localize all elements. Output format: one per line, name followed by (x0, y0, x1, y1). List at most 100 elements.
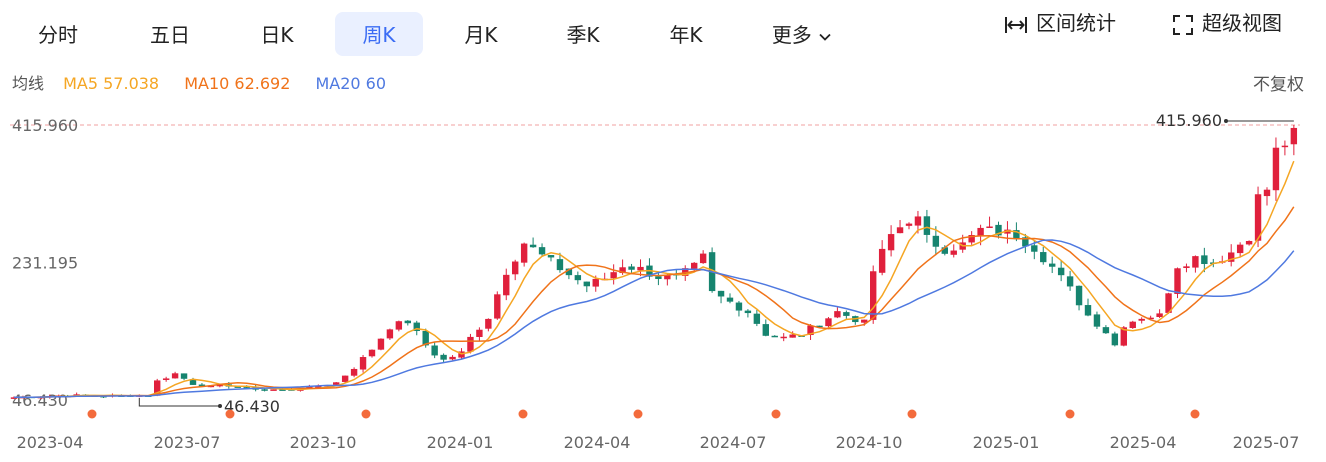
candle-body (1228, 252, 1235, 262)
range-stats-label: 区间统计 (1036, 11, 1116, 35)
candle-body (225, 384, 232, 387)
range-stats-button[interactable]: 区间统计 (1004, 0, 1116, 46)
candle-body (91, 395, 98, 397)
candle-body (950, 250, 957, 255)
candle-body (1049, 263, 1056, 267)
tab-timeshare[interactable]: 分时 (38, 23, 78, 47)
candle-body (1156, 313, 1163, 317)
candle-body (699, 253, 707, 264)
candle-body (959, 242, 966, 250)
candle-body (261, 389, 268, 391)
candle-body (610, 272, 617, 279)
candle-body (726, 297, 734, 302)
candle-body (646, 265, 653, 277)
candle-body (986, 226, 993, 229)
candle-body (1066, 276, 1074, 287)
candle-body (691, 262, 698, 269)
event-marker (518, 409, 528, 419)
legend-ma20: MA20 60 (315, 74, 387, 93)
candle-body (789, 334, 796, 338)
candle-body (1236, 244, 1244, 254)
tab-five-day[interactable]: 五日 (150, 23, 190, 47)
candle-body (82, 394, 89, 397)
x-tick-label: 2025-01 (973, 433, 1040, 452)
candle-body (1192, 256, 1199, 268)
min-pointer-line (138, 398, 220, 407)
candle-body (440, 354, 447, 360)
candle-body (341, 375, 349, 382)
candle-body (19, 396, 27, 399)
candle-body (467, 336, 474, 352)
candle-body (1174, 268, 1181, 294)
candle-body (753, 313, 761, 324)
period-tabs: 分时 五日 日K 周K 月K 季K 年K 更多 (0, 12, 860, 58)
candle-body (520, 243, 528, 263)
candle-body (252, 386, 259, 390)
restore-rights-select[interactable]: 不复权 (1253, 75, 1304, 95)
x-tick-label: 2023-10 (290, 433, 357, 452)
x-tick-label: 2024-01 (427, 433, 494, 452)
candle-body (592, 278, 599, 287)
candle-body (55, 395, 62, 397)
candle-body (565, 268, 573, 276)
candle-body (1129, 321, 1136, 329)
event-marker (1190, 409, 1200, 419)
tab-daily-k[interactable]: 日K (260, 23, 294, 47)
candle-body (807, 325, 814, 336)
candle-body (180, 373, 188, 379)
candle-body (1040, 252, 1047, 263)
candle-body (1120, 327, 1127, 346)
candle-body (628, 266, 635, 270)
super-view-button[interactable]: 超级视图 (1172, 0, 1282, 46)
candle-body (136, 395, 143, 397)
candle-body (1281, 145, 1289, 148)
candle-body (798, 335, 805, 337)
ma-legend: 均线 MA5 57.038 MA10 62.692 MA20 60 (12, 70, 406, 94)
x-tick-label: 2025-07 (1233, 433, 1300, 452)
candle-body (995, 224, 1002, 236)
candle-body (207, 385, 215, 388)
x-tick-label: 2025-04 (1110, 433, 1177, 452)
candle-body (404, 320, 411, 324)
candle-body (324, 385, 331, 387)
event-marker (1065, 409, 1075, 419)
chevron-down-icon (819, 33, 831, 41)
candle-body (1245, 240, 1253, 245)
candle-body (1075, 285, 1083, 306)
tab-monthly-k[interactable]: 月K (464, 23, 498, 47)
candle-body (306, 386, 313, 389)
y-tick-label: 46.430 (12, 391, 68, 410)
candle-body (512, 261, 519, 275)
candle-body (243, 387, 250, 389)
candle-body (476, 329, 483, 337)
candle-body (127, 395, 134, 397)
event-marker (633, 409, 643, 419)
candle-body (744, 310, 752, 314)
candle-body (529, 244, 537, 248)
max-pointer-dot (1224, 119, 1228, 123)
candle-body (28, 396, 36, 399)
candle-body (834, 311, 841, 318)
candle-body (377, 338, 385, 350)
tab-weekly-k[interactable]: 周K (335, 12, 423, 56)
candle-body (905, 223, 913, 226)
y-tick-label: 415.960 (12, 116, 78, 135)
tab-quarterly-k[interactable]: 季K (566, 23, 600, 47)
fullscreen-icon (1173, 14, 1193, 35)
candle-body (1022, 237, 1029, 247)
candle-body (494, 294, 501, 319)
candle-body (315, 386, 322, 388)
candle-body (37, 396, 45, 399)
candle-body (449, 356, 456, 360)
x-tick-label: 2024-10 (836, 433, 903, 452)
candle-body (270, 389, 277, 391)
candle-body (1013, 230, 1020, 240)
candle-body (655, 276, 662, 279)
candle-body (359, 357, 367, 370)
super-view-label: 超级视图 (1202, 11, 1282, 35)
tab-more[interactable]: 更多 (762, 12, 842, 56)
event-marker (361, 409, 371, 419)
candle-body (234, 386, 241, 388)
tab-yearly-k[interactable]: 年K (669, 23, 703, 47)
candle-body (708, 252, 716, 292)
